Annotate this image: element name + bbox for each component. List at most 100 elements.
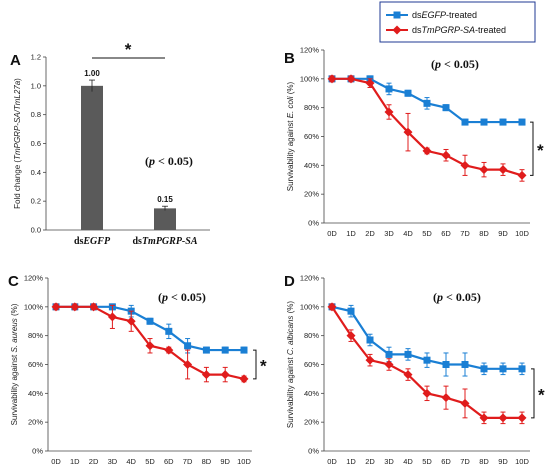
data-point <box>422 388 432 398</box>
y-tick-label: 80% <box>304 103 319 112</box>
y-tick-label: 0.0 <box>31 226 41 235</box>
series-tmpgrp-sa <box>327 302 527 425</box>
y-tick-label: 120% <box>300 46 320 55</box>
data-point <box>202 346 210 354</box>
data-point <box>384 360 394 369</box>
x-tick-label: 0D <box>327 229 337 238</box>
x-tick-label: 5D <box>145 457 155 466</box>
legend-entry-tmpgrp-sa: dsTmPGRP-SA-treated <box>386 25 506 35</box>
data-point <box>460 160 470 170</box>
y-tick-label: 1.0 <box>31 81 41 90</box>
data-point <box>327 74 337 84</box>
data-point <box>517 413 527 423</box>
data-label: 0.15 <box>157 195 173 204</box>
significance-bracket: * <box>530 121 544 176</box>
legend-label: dsEGFP-treated <box>412 10 477 20</box>
y-tick-label: 40% <box>304 161 319 170</box>
significance-star: * <box>260 357 267 376</box>
legend-entry-egfp: dsEGFP-treated <box>386 10 477 20</box>
y-tick-label: 80% <box>28 331 43 340</box>
data-point <box>498 165 508 175</box>
data-point <box>327 302 337 312</box>
data-label: 1.00 <box>84 69 100 78</box>
x-tick-label: 2D <box>365 457 375 466</box>
x-tick-label: 0D <box>327 457 337 466</box>
data-point <box>385 85 393 93</box>
y-axis-title: Fold change (TmPGRP-SA/TmL27a) <box>13 78 22 209</box>
data-point <box>518 365 526 373</box>
x-tick-label: 6D <box>441 229 451 238</box>
y-tick-label: 0% <box>308 219 319 228</box>
legend-label: dsTmPGRP-SA-treated <box>412 25 506 35</box>
legend: dsEGFP-treated dsTmPGRP-SA-treated <box>379 1 536 43</box>
legend-marker-square <box>393 11 401 19</box>
x-tick-label: 8D <box>202 457 212 466</box>
x-category-label: dsEGFP <box>74 236 111 247</box>
data-point <box>517 170 527 180</box>
data-point <box>479 413 489 423</box>
bracket-line <box>253 349 257 380</box>
x-tick-label: 7D <box>460 229 470 238</box>
p-value-label: (p < 0.05) <box>158 290 206 304</box>
data-point <box>70 302 80 312</box>
y-tick-label: 20% <box>28 418 43 427</box>
series-egfp <box>328 303 526 377</box>
x-tick-label: 3D <box>384 457 394 466</box>
y-tick-label: 40% <box>28 389 43 398</box>
data-point <box>403 127 413 137</box>
y-axis-title: Survivability against S. aureus (%) <box>10 303 19 425</box>
y-tick-label: 0.8 <box>31 110 41 119</box>
x-tick-label: 8D <box>479 229 489 238</box>
data-point <box>461 361 469 368</box>
panel-letter-d: D <box>284 273 295 290</box>
series-line <box>332 77 523 177</box>
y-tick-label: 20% <box>304 190 319 199</box>
data-point <box>51 302 61 312</box>
data-point <box>239 374 249 384</box>
y-tick-label: 0.4 <box>31 168 41 177</box>
y-tick-label: 40% <box>304 389 319 398</box>
y-tick-label: 60% <box>304 132 319 141</box>
data-point <box>461 118 469 126</box>
data-point <box>479 165 489 175</box>
data-point <box>183 360 193 369</box>
legend-box <box>379 1 536 43</box>
x-tick-label: 1D <box>70 457 80 466</box>
data-point <box>146 317 154 325</box>
data-point <box>480 365 488 373</box>
data-point <box>347 307 355 315</box>
data-point <box>365 78 375 88</box>
data-point <box>165 327 173 335</box>
legend-marker-diamond <box>392 25 402 35</box>
panel-b: B 0% 20% 40% 60% 80% 100% 120% 0D 1D 2D 3D 4D 5D 6D 7D 8… <box>284 46 544 239</box>
data-point <box>404 350 412 358</box>
data-point <box>498 413 508 423</box>
data-point <box>518 118 526 126</box>
data-point <box>126 316 136 326</box>
p-value-label: (p < 0.05) <box>431 57 479 71</box>
y-tick-label: 60% <box>304 360 319 369</box>
data-point <box>221 346 229 354</box>
p-value-label: (p < 0.05) <box>433 290 481 304</box>
data-point <box>366 336 374 344</box>
x-tick-label: 10D <box>237 457 251 466</box>
bar <box>81 85 103 230</box>
data-point <box>423 356 431 364</box>
y-axis-title: Survivability against C. albicans (%) <box>286 301 295 429</box>
y-tick-label: 0.6 <box>31 139 41 148</box>
x-tick-label: 9D <box>220 457 230 466</box>
x-tick-label: 9D <box>498 229 508 238</box>
data-point <box>201 370 211 380</box>
x-tick-label: 7D <box>183 457 193 466</box>
data-point <box>385 350 393 358</box>
y-tick-label: 0% <box>32 447 43 456</box>
significance-bracket: * <box>531 368 545 419</box>
bar <box>154 208 176 230</box>
data-point <box>404 89 412 97</box>
data-point <box>365 355 375 365</box>
y-tick-label: 100% <box>300 302 320 311</box>
series-tmpgrp-sa <box>327 74 527 182</box>
data-point <box>499 118 507 126</box>
x-tick-label: 1D <box>346 229 356 238</box>
